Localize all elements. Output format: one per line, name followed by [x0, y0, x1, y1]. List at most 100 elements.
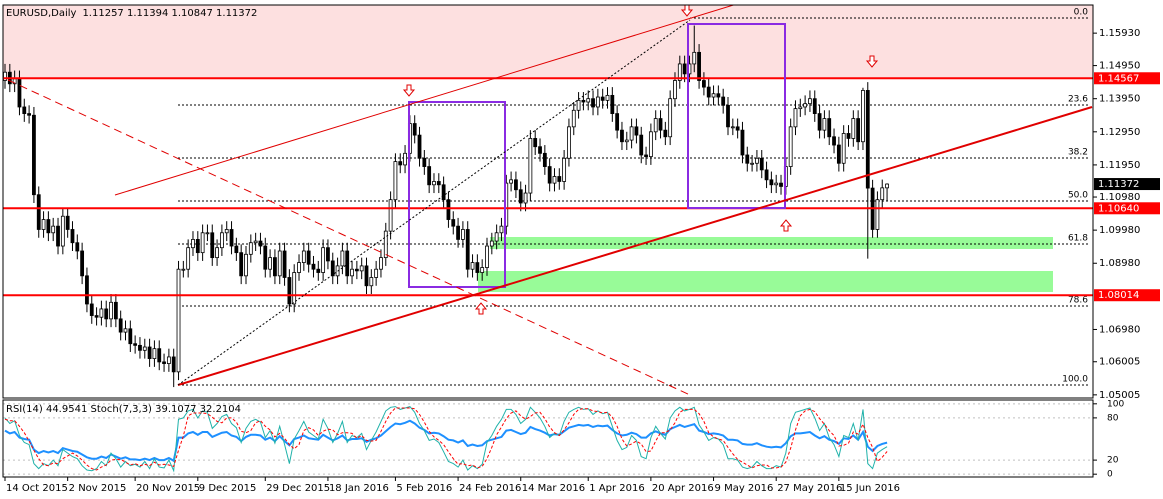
candle-body [639, 134, 644, 156]
candle-body [446, 199, 451, 220]
candle-body [668, 98, 673, 138]
y-tick-label: 1.14950 [1099, 61, 1140, 72]
candle-body [46, 219, 51, 234]
candle-body [422, 157, 427, 167]
fib-label: 50.0 [1068, 191, 1088, 201]
candle-body [277, 250, 282, 277]
candle-body [99, 308, 104, 318]
candle-body [509, 179, 514, 184]
x-tick-label: 20 Nov 2015 [136, 483, 200, 494]
candle-body [812, 98, 817, 114]
candle-body [258, 240, 263, 247]
candle-body [581, 99, 586, 103]
x-tick-label: 27 May 2016 [777, 483, 842, 494]
candle-body [287, 277, 292, 305]
down-arrow [865, 55, 879, 68]
candle-body [682, 63, 687, 75]
x-tick-label: 9 May 2016 [715, 483, 774, 494]
candle-body [542, 152, 547, 167]
candle-body [658, 118, 663, 131]
candle-body [774, 182, 779, 186]
candle-body [104, 308, 109, 320]
candle-body [547, 166, 552, 184]
indicator-line [4, 407, 888, 471]
candle-body [311, 263, 316, 270]
candle-body [398, 161, 403, 166]
fibonacci: 0.0 23.6 38.2 50.0 61.8 78.6 100.0 [178, 8, 1090, 386]
candle-body [629, 126, 634, 141]
candle-body [306, 250, 311, 265]
candle-body [113, 301, 118, 320]
candle-body [123, 328, 128, 333]
drawings [7, 5, 1093, 396]
candle-body [60, 215, 65, 247]
fib-label: 0.0 [1074, 8, 1089, 18]
zones [3, 5, 1093, 292]
candle-body [702, 80, 706, 88]
x-tick-label: 29 Dec 2015 [266, 483, 330, 494]
indicator-tick-label: 0 [1107, 470, 1113, 480]
y-tick-label: 1.06005 [1099, 357, 1140, 368]
candle-body [301, 250, 306, 263]
candle-body [750, 162, 754, 165]
candle-body [268, 257, 273, 270]
candle-body [94, 315, 99, 318]
candle-body [427, 166, 432, 186]
level-price-box [1094, 72, 1160, 85]
candle-body [200, 232, 205, 254]
candle-body [330, 260, 335, 277]
candle-body [171, 356, 176, 373]
candle-body [586, 98, 591, 103]
candle-body [865, 90, 870, 189]
candle-body [354, 268, 359, 272]
candle-body [836, 144, 841, 164]
candle-body [210, 232, 215, 259]
candle-body [716, 93, 721, 98]
x-tick-label: 24 Feb 2016 [459, 483, 521, 494]
candle-body [128, 328, 133, 345]
trend-line [177, 106, 1093, 386]
candle-body [340, 250, 345, 267]
candle-body [475, 262, 480, 273]
candle-body [89, 303, 94, 316]
candle-body [706, 86, 711, 98]
axes: 1.15930 1.14950 1.13950 1.12950 1.11950 1.109… [3, 28, 1160, 494]
candle-body [27, 113, 32, 116]
candle-body [562, 157, 567, 182]
candle-body [538, 146, 542, 154]
x-tick-label: 15 Jun 2016 [840, 483, 900, 494]
up-arrow [474, 302, 488, 315]
candle-body [234, 245, 239, 254]
candle-body [417, 134, 422, 159]
candle-body [109, 301, 113, 320]
down-arrow [402, 84, 416, 97]
fib-label: 23.6 [1068, 95, 1088, 105]
candle-body [711, 93, 716, 98]
candle-body [755, 157, 759, 164]
candle-body [65, 215, 70, 230]
y-tick-label: 1.11950 [1099, 160, 1140, 171]
candle-body [383, 230, 388, 259]
candle-body [827, 118, 832, 138]
candle-body [518, 189, 523, 204]
candle-body [350, 268, 354, 277]
down-arrow [680, 5, 694, 17]
y-tick-label: 1.05005 [1099, 390, 1140, 401]
candle-body [157, 348, 162, 363]
candle-body [273, 257, 277, 277]
resistance-zone [3, 5, 1093, 79]
candle-body [499, 225, 504, 234]
candle-body [152, 348, 157, 360]
candle-body [369, 277, 374, 287]
candle-body [379, 257, 383, 270]
support-zone [478, 271, 1053, 292]
candle-body [51, 225, 56, 234]
x-tick-label: 20 Apr 2016 [652, 483, 714, 494]
ohlc-values: 1.11257 1.11394 1.10847 1.11372 [82, 8, 257, 19]
level-price-label: 1.08014 [1098, 290, 1139, 301]
candle-body [721, 96, 726, 106]
candle-body [832, 136, 836, 146]
y-tick-label: 1.12950 [1099, 127, 1140, 138]
candle-body [576, 99, 581, 111]
candle-body [822, 118, 827, 131]
